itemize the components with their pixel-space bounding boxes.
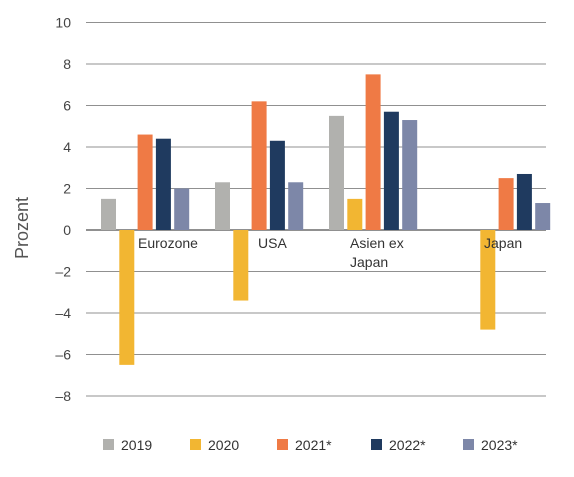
- category-label: Japan: [350, 254, 388, 270]
- y-tick-label: 0: [63, 222, 71, 238]
- legend-label: 2019: [121, 437, 152, 453]
- y-tick-label: –8: [55, 388, 71, 404]
- legend-swatch: [371, 439, 382, 450]
- bars: [101, 74, 551, 365]
- grid-lines: [86, 22, 546, 397]
- bar: [269, 140, 285, 230]
- bar: [365, 74, 381, 230]
- category-label: Asien ex: [350, 235, 404, 251]
- bar: [137, 134, 153, 230]
- bar: [535, 203, 551, 230]
- legend-swatch: [190, 439, 201, 450]
- bar: [119, 230, 135, 365]
- bar: [383, 111, 399, 230]
- bar: [347, 198, 363, 230]
- y-tick-label: 4: [63, 139, 71, 155]
- y-tick-label: 8: [63, 56, 71, 72]
- y-tick-label: –4: [55, 305, 71, 321]
- y-tick-label: 6: [63, 98, 71, 114]
- bar: [480, 230, 496, 330]
- bar: [516, 173, 532, 230]
- y-tick-label: 2: [63, 181, 71, 197]
- bar: [251, 101, 267, 230]
- category-label: Eurozone: [138, 235, 198, 251]
- legend-label: 2023*: [481, 437, 518, 453]
- y-tick-label: 10: [55, 15, 71, 31]
- bar: [288, 182, 304, 230]
- legend-label: 2021*: [295, 437, 332, 453]
- y-tick-label: –2: [55, 264, 71, 280]
- category-labels: Eurozone USA Asien ex Japan Japan: [138, 235, 522, 270]
- bar: [174, 188, 190, 230]
- legend-label: 2020: [208, 437, 239, 453]
- y-tick-label: –6: [55, 347, 71, 363]
- bar: [155, 138, 171, 230]
- category-label: USA: [258, 235, 287, 251]
- bar: [402, 120, 418, 230]
- legend-swatch: [103, 439, 114, 450]
- bar: [101, 198, 116, 230]
- bar: [215, 182, 230, 230]
- legend-label: 2022*: [389, 437, 426, 453]
- y-axis: 10 8 6 4 2 0 –2 –4 –6 –8: [55, 15, 71, 405]
- y-axis-label: Prozent: [12, 197, 32, 259]
- legend-swatch: [463, 439, 474, 450]
- legend-swatch: [277, 439, 288, 450]
- bar: [233, 230, 249, 301]
- category-label: Japan: [484, 235, 522, 251]
- legend: 2019 2020 2021* 2022* 2023*: [103, 437, 518, 453]
- bar: [498, 178, 514, 230]
- bar: [329, 115, 344, 230]
